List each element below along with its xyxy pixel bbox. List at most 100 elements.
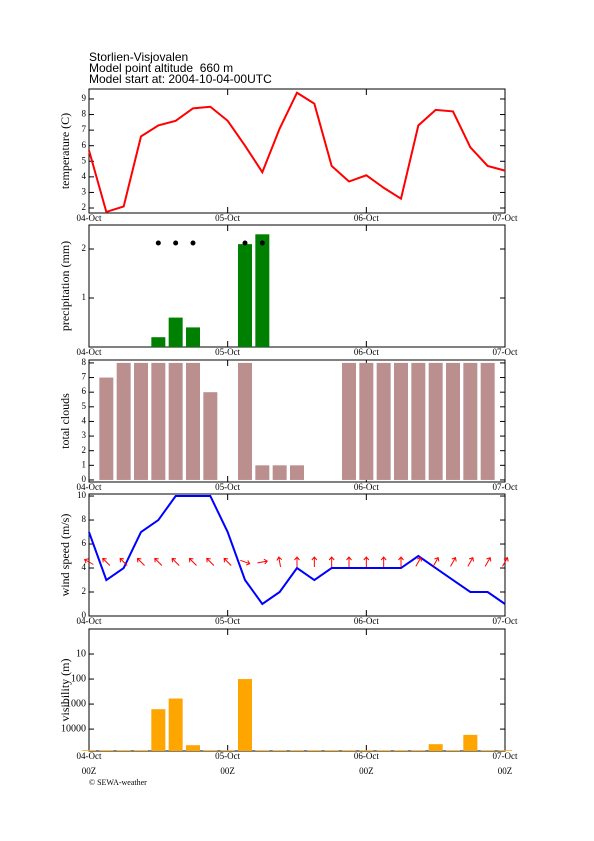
wind-arrow-shape	[83, 558, 94, 565]
y-tick-label: 1	[82, 292, 87, 302]
x-tick-label: 06-Oct	[354, 347, 379, 357]
y-axis-label: visibility (m)	[58, 658, 72, 721]
y-tick-label: 10000	[61, 723, 86, 734]
precip-symbol	[155, 240, 161, 246]
bar	[463, 362, 478, 480]
bar	[151, 362, 166, 480]
bar	[168, 698, 183, 751]
bar	[220, 750, 235, 751]
plot-frame	[88, 224, 506, 348]
y-tick-label: 8	[82, 109, 87, 119]
y-tick-label: 2	[82, 586, 87, 596]
y-tick-label: 8	[82, 357, 87, 367]
bar	[446, 750, 460, 751]
wind-arrow-shape	[154, 557, 163, 566]
bar	[359, 362, 374, 480]
wind-arrow-shape	[467, 556, 474, 567]
y-tick-label: 5	[82, 155, 87, 165]
wind-arrow	[380, 556, 387, 567]
y-tick-label: 9	[82, 93, 87, 103]
wind-arrow	[257, 558, 269, 565]
bar	[186, 327, 200, 347]
bar	[255, 465, 270, 480]
wind-arrow	[136, 557, 145, 566]
x-tick-label: 07-Oct	[493, 347, 518, 357]
wind-arrow-shape	[171, 557, 180, 566]
wind-arrow-shape	[328, 556, 335, 567]
wind-arrow-shape	[311, 556, 318, 567]
x-tick-label: 06-Oct	[354, 213, 379, 223]
y-tick-label: 10	[77, 490, 87, 500]
bar	[134, 362, 148, 480]
bar	[99, 377, 114, 480]
x-tick-label: 04-Oct	[77, 751, 102, 761]
bar	[116, 362, 131, 480]
wind-arrow-shape	[502, 556, 509, 567]
y-tick-label: 6	[82, 386, 87, 396]
y-tick-label: 100	[71, 673, 86, 684]
bar	[342, 362, 356, 480]
wind-arrow	[83, 558, 94, 565]
bar	[116, 750, 131, 751]
wind-arrow-shape	[223, 557, 232, 566]
y-tick-label: 2	[82, 243, 87, 253]
y-tick-label: 2	[82, 445, 87, 455]
bar	[255, 750, 270, 751]
x-tick-label: 06-Oct	[354, 616, 379, 626]
y-tick-label: 4	[82, 416, 87, 426]
bar	[151, 709, 166, 751]
bar	[168, 362, 183, 480]
wind-arrow	[294, 556, 300, 567]
precip-symbol	[190, 240, 196, 246]
bar	[342, 750, 356, 751]
wind-arrow	[415, 556, 422, 567]
wind-arrow	[311, 556, 318, 567]
x-tick-label: 04-Oct	[77, 482, 102, 492]
y-tick-label: 3	[82, 186, 87, 196]
y-tick-label: 6	[82, 140, 87, 150]
wind-arrow-shape	[363, 556, 370, 567]
bar	[238, 362, 252, 480]
y-axis-label: precipitation (mm)	[58, 241, 72, 331]
wind-arrow-shape	[294, 556, 300, 567]
bar	[307, 750, 322, 751]
bar	[151, 337, 166, 347]
plot-frame	[88, 493, 506, 617]
x-tick-label: 07-Oct	[493, 751, 518, 761]
y-tick-label: 0	[82, 610, 87, 620]
wind-arrow	[102, 557, 111, 566]
bar	[238, 244, 252, 347]
wind-arrow	[276, 556, 283, 568]
bar	[203, 750, 218, 751]
altitude: Model point altitude 660 m	[89, 61, 233, 75]
wind-arrow-shape	[276, 556, 283, 568]
bar	[272, 465, 287, 480]
bar	[168, 317, 183, 347]
bar	[498, 750, 512, 751]
wind-arrow-shape	[257, 558, 269, 565]
wind-arrow	[450, 556, 457, 567]
wind-arrow-shape	[415, 556, 422, 567]
bar	[394, 362, 408, 480]
y-tick-label: 1	[82, 459, 87, 469]
x-tick-sublabel: 00Z	[498, 766, 513, 776]
wind-arrow-shape	[119, 557, 128, 566]
bar	[376, 362, 391, 480]
bar	[99, 750, 114, 751]
bar	[394, 750, 408, 751]
y-axis-label: wind speed (m/s)	[58, 514, 72, 597]
x-tick-sublabel: 00Z	[82, 766, 97, 776]
x-tick-label: 07-Oct	[493, 482, 518, 492]
x-tick-label: 05-Oct	[215, 347, 240, 357]
data-line	[88, 91, 506, 214]
bar	[411, 362, 426, 480]
x-tick-label: 04-Oct	[77, 213, 102, 223]
bar	[186, 362, 200, 480]
bar	[255, 234, 270, 347]
y-tick-label: 10	[76, 648, 86, 659]
bar	[238, 679, 252, 751]
bar	[203, 392, 218, 480]
bar	[134, 750, 148, 751]
wind-arrow	[398, 556, 404, 567]
